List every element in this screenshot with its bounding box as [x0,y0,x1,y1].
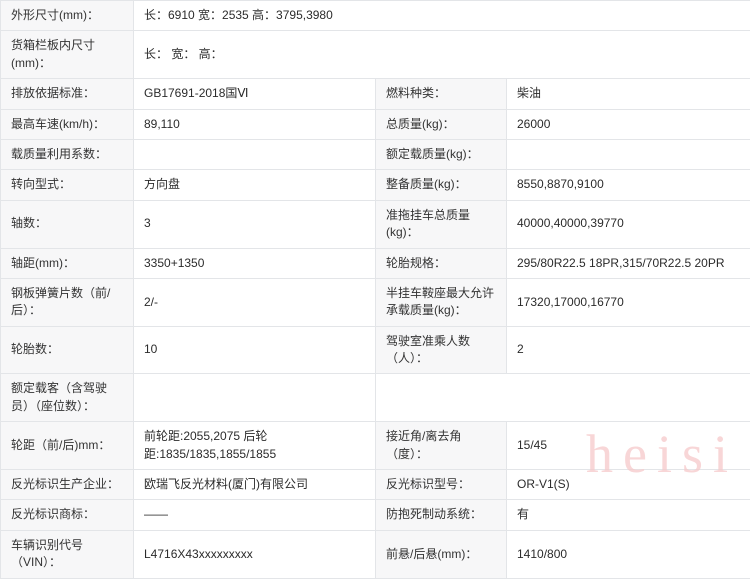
row-label-cargo-box-inner-dimensions: 货箱栏板内尺寸(mm)： [1,31,134,79]
table-row-tire-count: 轮胎数： 10 驾驶室准乘人数（人）： 2 [1,326,750,374]
row-value-tire-count: 10 [134,326,376,374]
row-value-curb-mass: 8550,8870,9100 [507,170,750,200]
row-value-trailer-gross-mass: 40000,40000,39770 [507,200,750,248]
row-value-fuel-type: 柴油 [507,79,750,109]
row-label-reflective-marking-model: 反光标识型号： [376,470,507,500]
row-value-steering-type: 方向盘 [134,170,376,200]
row-value-max-speed: 89,110 [134,109,376,139]
row-value-front-rear-overhang: 1410/800 [507,530,750,578]
row-label-reflective-marking-manufacturer: 反光标识生产企业： [1,470,134,500]
row-value-empty-right [507,374,750,422]
row-value-reflective-marking-manufacturer: 欧瑞飞反光材料(厦门)有限公司 [134,470,376,500]
row-value-track-width: 前轮距:2055,2075 后轮距:1835/1835,1855/1855 [134,422,376,470]
table-row-wheelbase: 轴距(mm)： 3350+1350 轮胎规格： 295/80R22.5 18PR… [1,248,750,278]
table-row-axle-count: 轴数： 3 准拖挂车总质量(kg)： 40000,40000,39770 [1,200,750,248]
row-label-fuel-type: 燃料种类： [376,79,507,109]
table-row-max-speed: 最高车速(km/h)： 89,110 总质量(kg)： 26000 [1,109,750,139]
row-value-reflective-marking-brand: —— [134,500,376,530]
row-label-load-mass-utilization: 载质量利用系数： [1,139,134,169]
row-label-curb-mass: 整备质量(kg)： [376,170,507,200]
row-label-empty-right [376,374,507,422]
table-row-steering-type: 转向型式： 方向盘 整备质量(kg)： 8550,8870,9100 [1,170,750,200]
table-row-track-width: 轮距（前/后)mm： 前轮距:2055,2075 后轮距:1835/1835,1… [1,422,750,470]
row-label-trailer-gross-mass: 准拖挂车总质量(kg)： [376,200,507,248]
row-value-abs: 有 [507,500,750,530]
row-value-cargo-box-inner-dimensions: 长： 宽： 高： [134,31,750,79]
table-row-load-mass-utilization: 载质量利用系数： 额定载质量(kg)： [1,139,750,169]
row-label-wheelbase: 轴距(mm)： [1,248,134,278]
row-label-leaf-spring-count: 钢板弹簧片数（前/后）： [1,278,134,326]
row-label-rated-passengers: 额定载客（含驾驶员）（座位数）： [1,374,134,422]
row-label-tire-count: 轮胎数： [1,326,134,374]
table-row-rated-passengers: 额定载客（含驾驶员）（座位数）： [1,374,750,422]
row-value-cab-seating-capacity: 2 [507,326,750,374]
table-row-vin: 车辆识别代号（VIN）： L4716X43xxxxxxxxx 前悬/后悬(mm)… [1,530,750,578]
row-value-axle-count: 3 [134,200,376,248]
row-value-tire-spec: 295/80R22.5 18PR,315/70R22.5 20PR [507,248,750,278]
row-label-gross-mass: 总质量(kg)： [376,109,507,139]
row-value-approach-departure-angle: 15/45 [507,422,750,470]
row-label-vin: 车辆识别代号（VIN）： [1,530,134,578]
row-label-dimensions: 外形尺寸(mm)： [1,1,134,31]
row-label-abs: 防抱死制动系统： [376,500,507,530]
table-row-reflective-marking-manufacturer: 反光标识生产企业： 欧瑞飞反光材料(厦门)有限公司 反光标识型号： OR-V1(… [1,470,750,500]
row-value-reflective-marking-model: OR-V1(S) [507,470,750,500]
row-label-track-width: 轮距（前/后)mm： [1,422,134,470]
row-label-axle-count: 轴数： [1,200,134,248]
table-row-dimensions: 外形尺寸(mm)： 长：6910 宽：2535 高：3795,3980 [1,1,750,31]
row-label-tire-spec: 轮胎规格： [376,248,507,278]
row-value-rated-load-mass [507,139,750,169]
row-value-leaf-spring-count: 2/- [134,278,376,326]
row-value-load-mass-utilization [134,139,376,169]
table-row-reflective-marking-brand: 反光标识商标： —— 防抱死制动系统： 有 [1,500,750,530]
row-value-emission-standard: GB17691-2018国Ⅵ [134,79,376,109]
row-label-rated-load-mass: 额定载质量(kg)： [376,139,507,169]
row-value-wheelbase: 3350+1350 [134,248,376,278]
row-value-gross-mass: 26000 [507,109,750,139]
row-label-steering-type: 转向型式： [1,170,134,200]
row-value-dimensions: 长：6910 宽：2535 高：3795,3980 [134,1,750,31]
row-value-vin: L4716X43xxxxxxxxx [134,530,376,578]
table-row-emission-standard: 排放依据标准： GB17691-2018国Ⅵ 燃料种类： 柴油 [1,79,750,109]
row-value-rated-passengers [134,374,376,422]
table-row-cargo-box-inner-dimensions: 货箱栏板内尺寸(mm)： 长： 宽： 高： [1,31,750,79]
row-label-approach-departure-angle: 接近角/离去角（度）： [376,422,507,470]
table-row-leaf-spring-count: 钢板弹簧片数（前/后）： 2/- 半挂车鞍座最大允许承载质量(kg)： 1732… [1,278,750,326]
row-value-saddle-max-load: 17320,17000,16770 [507,278,750,326]
row-label-emission-standard: 排放依据标准： [1,79,134,109]
row-label-max-speed: 最高车速(km/h)： [1,109,134,139]
row-label-reflective-marking-brand: 反光标识商标： [1,500,134,530]
row-label-saddle-max-load: 半挂车鞍座最大允许承载质量(kg)： [376,278,507,326]
row-label-front-rear-overhang: 前悬/后悬(mm)： [376,530,507,578]
row-label-cab-seating-capacity: 驾驶室准乘人数（人）： [376,326,507,374]
